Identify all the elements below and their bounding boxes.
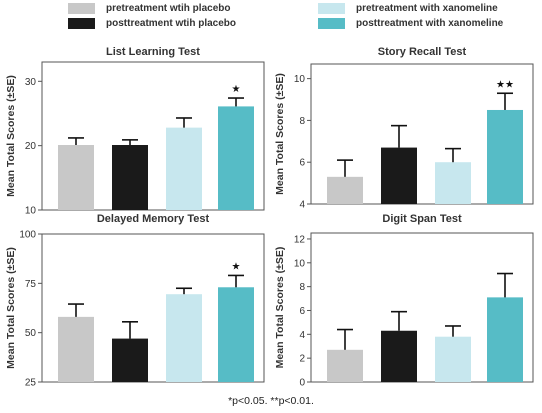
chart-title: Digit Span Test	[382, 213, 462, 225]
legend-label: pretreatment wtih placebo	[106, 3, 231, 14]
bar-1	[327, 349, 363, 382]
y-axis-label: Mean Total Scores (±SE)	[274, 73, 286, 195]
bar-1	[58, 316, 94, 382]
legend-swatch	[318, 18, 345, 29]
significance-marker: ★	[232, 84, 241, 95]
y-tick-label: 100	[19, 230, 36, 241]
legend: pretreatment wtih placebo posttreatment …	[0, 0, 542, 34]
bar-3	[435, 336, 471, 382]
y-tick-label: 4	[299, 200, 305, 211]
y-tick-label: 6	[299, 306, 305, 317]
legend-label: pretreatment with xanomeline	[356, 3, 498, 14]
bar-4	[487, 297, 523, 382]
story-recall-test-chart: Story Recall Test 4 6 8 10 Mean Total Scores …	[274, 46, 534, 211]
y-tick-label: 30	[25, 77, 37, 88]
bar-4	[218, 106, 254, 210]
y-tick-label: 2	[299, 354, 305, 365]
y-tick-label: 8	[299, 116, 305, 127]
plot-frame	[41, 61, 265, 211]
significance-marker: ★★	[496, 79, 514, 90]
legend-item-pre-xanomeline: pretreatment with xanomeline	[318, 3, 498, 14]
legend-label: posttreatment with xanomeline	[356, 18, 504, 29]
bar-3	[166, 294, 202, 382]
plot-frame	[310, 232, 534, 383]
bar-1	[327, 176, 363, 204]
y-tick-label: 25	[25, 378, 37, 389]
y-tick-label: 6	[299, 158, 305, 169]
y-tick-label: 4	[299, 330, 305, 341]
bar-2	[112, 338, 148, 382]
y-tick-label: 50	[25, 328, 37, 339]
legend-label: posttreatment wtih placebo	[106, 18, 237, 29]
legend-swatch	[68, 3, 95, 14]
y-axis-label: Mean Total Scores (±SE)	[5, 75, 17, 197]
y-tick-label: 75	[25, 279, 37, 290]
legend-swatch	[318, 3, 345, 14]
significance-footnote: *p<0.05. **p<0.01.	[228, 395, 314, 407]
chart-title: List Learning Test	[106, 46, 200, 58]
bar-3	[166, 127, 202, 210]
legend-item-post-placebo: posttreatment wtih placebo	[68, 18, 236, 29]
y-axis-label: Mean Total Scores (±SE)	[274, 247, 286, 369]
y-tick-label: 0	[299, 378, 305, 389]
bar-4	[487, 109, 523, 204]
plot-frame	[310, 63, 534, 205]
bar-2	[381, 330, 417, 382]
chart-title: Story Recall Test	[378, 46, 467, 58]
significance-marker: ★	[232, 261, 241, 272]
legend-swatch	[68, 18, 95, 29]
y-tick-label: 10	[25, 206, 37, 217]
bar-1	[58, 145, 94, 210]
bar-2	[112, 145, 148, 210]
bar-2	[381, 147, 417, 204]
y-tick-label: 10	[294, 74, 306, 85]
bar-4	[218, 287, 254, 382]
y-tick-label: 10	[294, 258, 306, 269]
y-tick-label: 12	[294, 234, 306, 245]
bar-3	[435, 162, 471, 204]
chart-title: Delayed Memory Test	[97, 213, 210, 225]
y-tick-label: 8	[299, 282, 305, 293]
y-tick-label: 20	[25, 141, 37, 152]
plot-frame	[41, 233, 265, 383]
digit-span-test-chart: Digit Span Test 0 2 4 6 8 10 12 Mean Total Score…	[274, 213, 534, 389]
legend-item-post-xanomeline: posttreatment with xanomeline	[318, 18, 503, 29]
legend-item-pre-placebo: pretreatment wtih placebo	[68, 3, 230, 14]
list-learning-test-chart: List Learning Test 10 20 30 Mean Total Score…	[5, 46, 265, 217]
y-axis-label: Mean Total Scores (±SE)	[5, 247, 17, 369]
